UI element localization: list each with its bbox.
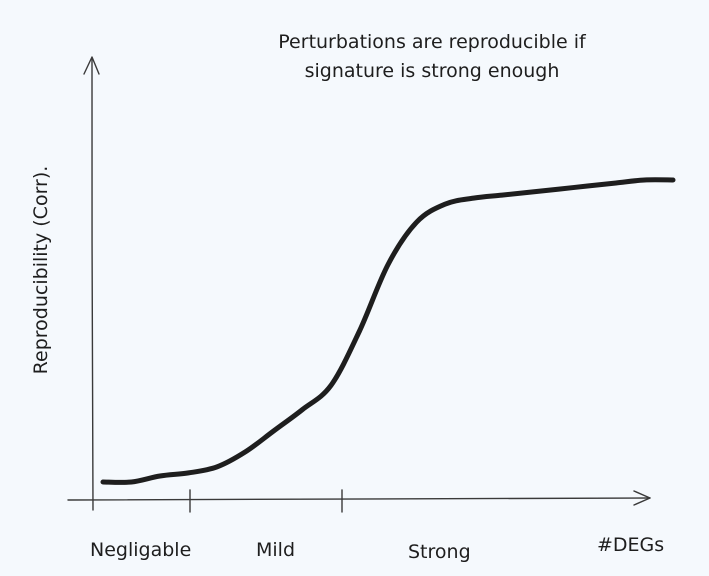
y-axis-line <box>91 57 94 511</box>
chart-title-line-1: Perturbations are reproducible if <box>278 31 587 53</box>
x-axis <box>67 489 651 513</box>
x-category-label-mild: Mild <box>256 539 295 561</box>
y-axis-label: Reproducibility (Corr). <box>30 166 52 375</box>
x-axis-arrowhead <box>633 490 651 506</box>
x-axis-line <box>67 497 651 501</box>
series-layer <box>100 177 676 485</box>
y-axis-arrowhead <box>83 56 100 75</box>
x-axis-label: #DEGs <box>597 534 664 556</box>
x-category-label-negligable: Negligable <box>90 539 191 561</box>
chart-title-line-2: signature is strong enough <box>305 60 560 82</box>
reproducibility-curve <box>100 177 676 485</box>
x-category-label-strong: Strong <box>408 541 471 563</box>
y-axis <box>83 56 100 511</box>
